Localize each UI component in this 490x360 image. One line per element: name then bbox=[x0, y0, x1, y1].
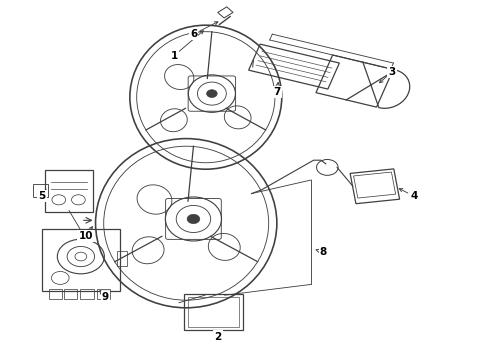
Circle shape bbox=[207, 90, 217, 98]
Circle shape bbox=[187, 214, 200, 224]
Text: 3: 3 bbox=[389, 67, 395, 77]
Text: 1: 1 bbox=[171, 51, 177, 61]
Text: 6: 6 bbox=[190, 29, 197, 39]
Text: 2: 2 bbox=[215, 332, 221, 342]
Text: 7: 7 bbox=[273, 87, 281, 97]
Text: 10: 10 bbox=[78, 231, 93, 241]
Text: 8: 8 bbox=[320, 247, 327, 257]
Text: 9: 9 bbox=[102, 292, 109, 302]
Text: 4: 4 bbox=[410, 191, 418, 201]
Text: 5: 5 bbox=[38, 191, 45, 201]
